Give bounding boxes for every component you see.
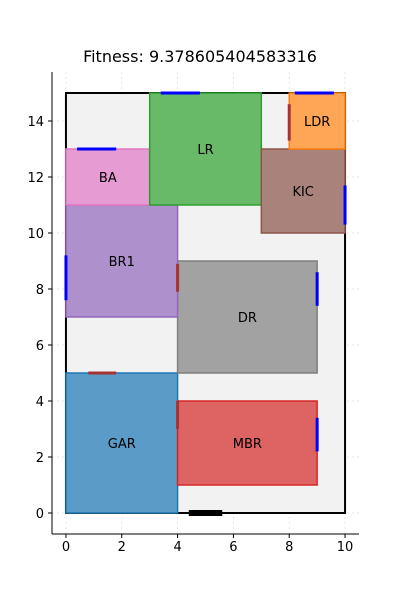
y-tick-label: 6 <box>36 339 44 354</box>
x-tick-label: 0 <box>62 540 70 555</box>
room-label-lr: LR <box>197 143 213 158</box>
room-label-ba: BA <box>99 171 117 186</box>
room-label-dr: DR <box>238 311 257 326</box>
room-dr <box>176 260 318 374</box>
chart-title: Fitness: 9.378605404583316 <box>83 47 317 66</box>
room-ba <box>65 148 151 206</box>
y-tick-label: 12 <box>27 171 44 186</box>
room-label-ldr: LDR <box>304 115 330 130</box>
y-tick-label: 4 <box>36 395 44 410</box>
room-gar <box>65 372 179 514</box>
x-tick-label: 10 <box>337 540 354 555</box>
x-tick-label: 8 <box>285 540 293 555</box>
room-label-br1: BR1 <box>109 255 135 270</box>
room-lr <box>148 92 263 206</box>
y-tick-label: 2 <box>36 451 44 466</box>
y-tick-label: 8 <box>36 283 44 298</box>
room-mbr <box>176 400 318 486</box>
y-tick-label: 0 <box>36 507 44 522</box>
x-tick-label: 4 <box>173 540 181 555</box>
room-label-mbr: MBR <box>233 437 262 452</box>
room-ldr <box>288 92 346 150</box>
room-label-gar: GAR <box>108 437 136 452</box>
room-label-kic: KIC <box>292 185 313 200</box>
y-tick-label: 10 <box>27 227 44 242</box>
y-tick-label: 14 <box>27 115 44 130</box>
x-tick-label: 6 <box>229 540 237 555</box>
x-tick-label: 2 <box>118 540 126 555</box>
